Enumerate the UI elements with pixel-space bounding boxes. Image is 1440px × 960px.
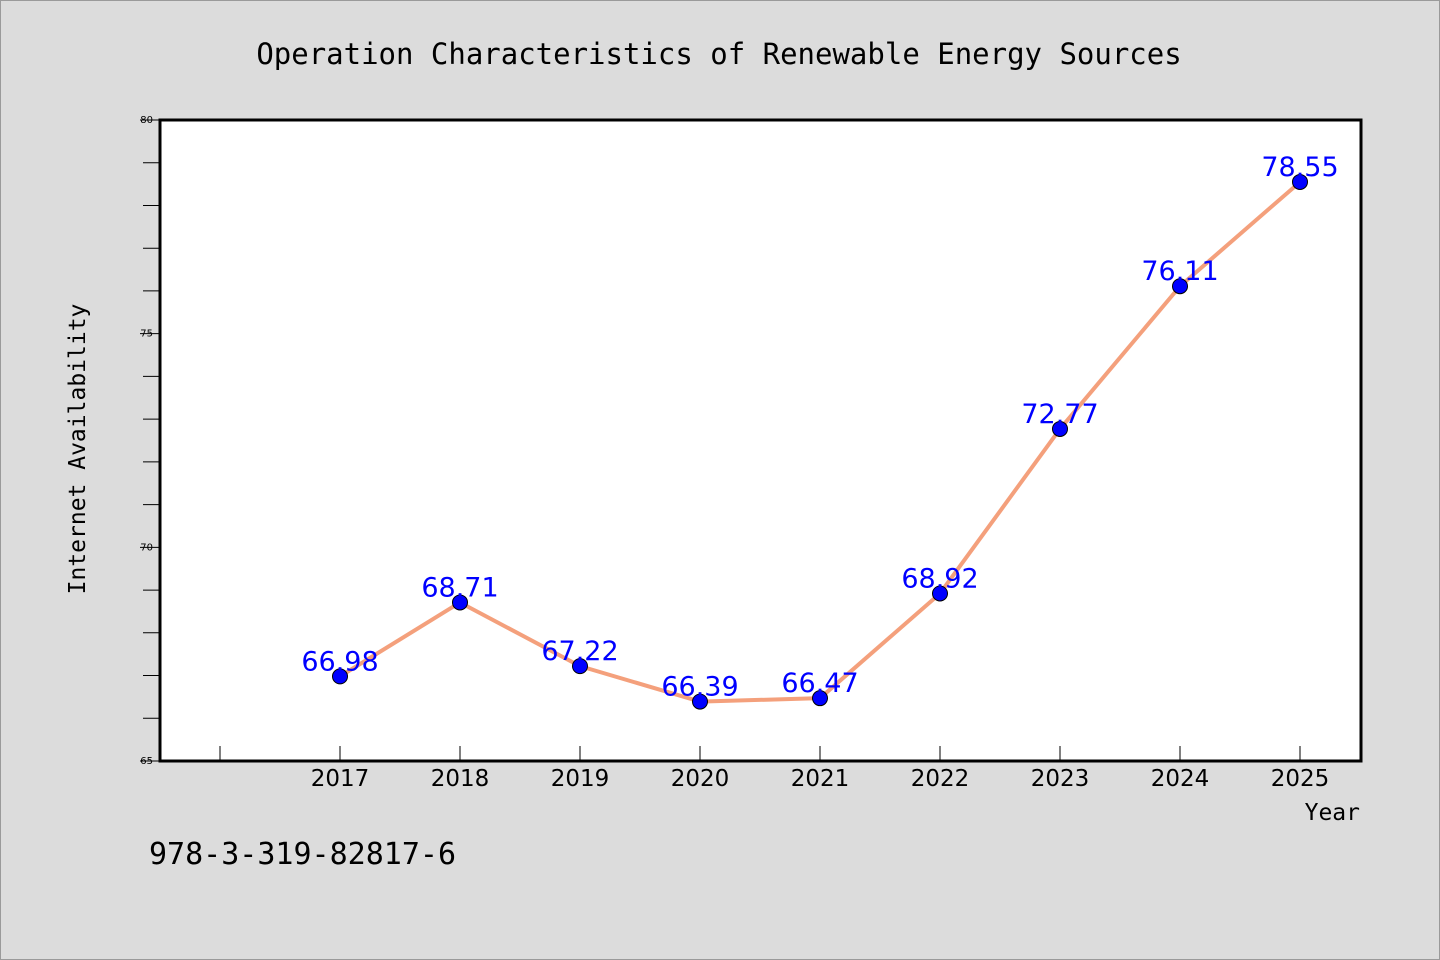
chart-title: Operation Characteristics of Renewable E… <box>256 37 1181 71</box>
x-tick-label: 2017 <box>311 766 370 792</box>
y-tick-label: 75 <box>140 329 153 340</box>
data-label: 76.11 <box>1141 256 1218 287</box>
x-tick-label: 2022 <box>911 766 970 792</box>
series-layer: 66.98 68.71 67.22 66.39 66.47 68.92 72.77 76.11… <box>301 152 1339 710</box>
x-tick-label: 2020 <box>671 766 730 792</box>
data-label: 66.47 <box>781 668 858 699</box>
isbn-text: 978-3-319-82817-6 <box>149 837 456 872</box>
x-tick-label: 2021 <box>791 766 850 792</box>
data-label: 68.92 <box>901 563 978 594</box>
y-tick-label: 65 <box>140 756 153 767</box>
data-label: 66.98 <box>301 646 378 677</box>
data-label: 78.55 <box>1261 152 1338 183</box>
data-point <box>452 594 468 611</box>
y-axis: 65 70 75 80 <box>140 115 160 767</box>
data-label: 72.77 <box>1021 399 1098 430</box>
data-point <box>332 668 348 685</box>
y-tick-label: 70 <box>140 542 153 553</box>
x-axis: 2017 2018 2019 2020 2021 2022 2023 2024 2025 <box>219 746 1330 792</box>
x-axis-label: Year <box>1305 800 1360 826</box>
x-tick-label: 2018 <box>431 766 490 792</box>
y-axis-label: Internet Availability <box>65 304 91 595</box>
data-point <box>1172 278 1188 295</box>
plot-area <box>158 118 1363 763</box>
x-tick-label: 2023 <box>1031 766 1090 792</box>
data-point <box>572 658 588 675</box>
x-tick-label: 2019 <box>551 766 610 792</box>
data-label: 67.22 <box>541 636 618 667</box>
y-tick-label: 80 <box>140 115 153 126</box>
data-point <box>1052 420 1068 437</box>
data-point <box>1292 173 1308 190</box>
data-point <box>932 585 948 602</box>
x-tick-label: 2025 <box>1271 766 1330 792</box>
x-tick-label: 2024 <box>1151 766 1210 792</box>
data-point <box>692 693 708 710</box>
data-label: 66.39 <box>661 672 738 703</box>
data-label: 68.71 <box>421 572 498 603</box>
data-point <box>812 690 828 707</box>
